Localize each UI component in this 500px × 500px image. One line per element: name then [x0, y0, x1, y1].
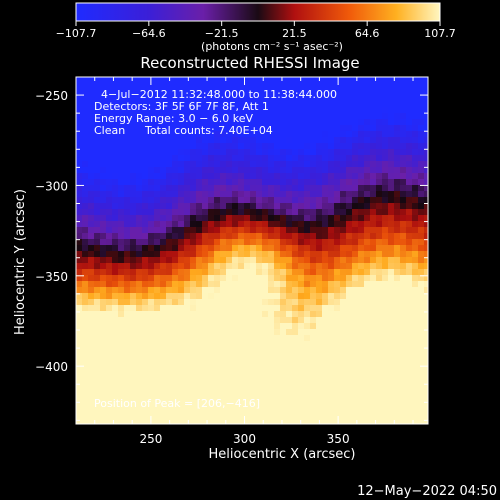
- colorbar-tick-label: 21.5: [282, 27, 307, 40]
- y-tick-label: −300: [35, 179, 68, 193]
- annotation-clean: Clean: [94, 124, 125, 137]
- colorbar-tick-label: −107.7: [56, 27, 97, 40]
- heatmap-image: [76, 77, 428, 424]
- colorbar-units: (photons cm⁻² s⁻¹ asec⁻²): [201, 40, 343, 53]
- colorbar: −107.7 −64.6 −21.5 21.5 64.6 107.7 (photons c…: [56, 2, 456, 53]
- timestamp: 12−May−2022 04:50: [357, 484, 497, 499]
- plot-frame: [75, 76, 429, 425]
- colorbar-tick-label: −64.6: [132, 27, 166, 40]
- annotation-detectors: Detectors: 3F 5F 6F 7F 8F, Att 1: [94, 100, 269, 113]
- colorbar-tick-label: 64.6: [355, 27, 380, 40]
- x-tick-label: 350: [327, 432, 350, 446]
- y-axis-label: Heliocentric Y (arcsec): [13, 189, 28, 335]
- colorbar-ticks: −107.7 −64.6 −21.5 21.5 64.6 107.7: [56, 21, 456, 40]
- y-tick-label: −400: [35, 360, 68, 374]
- colorbar-gradient: [75, 2, 441, 22]
- x-tick-label: 250: [139, 432, 162, 446]
- peak-position-label: Position of Peak = [206,−416]: [94, 397, 260, 410]
- annotation-energy-range: Energy Range: 3.0 − 6.0 keV: [94, 112, 254, 125]
- axis-ticks: 250 300 350 −250 −300 −350 −400: [35, 76, 428, 446]
- colorbar-tick-label: 107.7: [424, 27, 456, 40]
- colorbar-tick-label: −21.5: [205, 27, 239, 40]
- x-axis-label: Heliocentric X (arcsec): [209, 447, 356, 462]
- annotation-total-counts: Total counts: 7.40E+04: [144, 124, 273, 137]
- annotation-time-range: 4−Jul−2012 11:32:48.000 to 11:38:44.000: [101, 88, 337, 101]
- y-tick-label: −350: [35, 270, 68, 284]
- chart-title: Reconstructed RHESSI Image: [140, 54, 359, 72]
- x-tick-label: 300: [233, 432, 256, 446]
- y-tick-label: −250: [35, 89, 68, 103]
